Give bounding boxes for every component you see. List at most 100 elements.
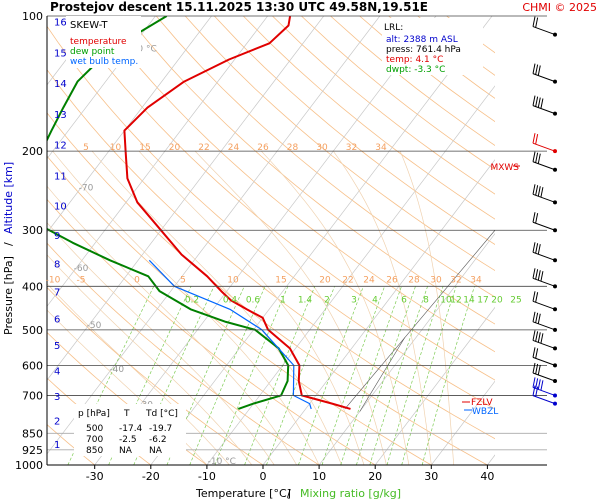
- wind-barb-point: [553, 228, 557, 232]
- mixing-ratio-label: 14: [463, 295, 475, 305]
- x-tick-label: 30: [424, 470, 438, 483]
- table-cell-pressure: 700: [86, 435, 103, 445]
- wind-barb-point: [553, 112, 557, 116]
- legend-temperature: temperature: [70, 37, 127, 47]
- altitude-tick-label: 12: [54, 141, 67, 152]
- table-cell-temperature: -2.5: [119, 435, 137, 445]
- y-axis-label-altitude: Altitude [km]: [2, 162, 15, 234]
- adiabat-label: 10: [110, 143, 122, 153]
- wbzl-label: WBZL: [472, 407, 498, 417]
- x-tick-label: -10: [198, 470, 216, 483]
- adiabat-label: 34: [470, 275, 482, 285]
- x-tick-label: 20: [368, 470, 382, 483]
- isotherm-label: -70: [79, 184, 94, 194]
- wind-barb-point: [553, 258, 557, 262]
- mixing-ratio-label: 0.4: [223, 295, 238, 305]
- mixing-ratio-label: 6: [401, 295, 407, 305]
- x-tick-label: 0: [260, 470, 267, 483]
- chart-title: Prostejov descent 15.11.2025 13:30 UTC 4…: [50, 0, 428, 14]
- lrl-altitude: alt: 2388 m ASL: [386, 35, 458, 45]
- x-tick-label: -20: [142, 470, 160, 483]
- wind-barb-point: [553, 346, 557, 350]
- adiabat-label: 10: [227, 275, 239, 285]
- altitude-tick-label: 6: [54, 315, 60, 326]
- adiabat-label: 15: [139, 143, 150, 153]
- y-axis-label-separator: /: [2, 242, 15, 246]
- y-tick-label: 600: [22, 359, 43, 372]
- wind-barb-point: [553, 200, 557, 204]
- y-tick-label: 925: [22, 444, 43, 457]
- mixing-ratio-label: 17: [477, 295, 488, 305]
- table-cell-temperature: -17.4: [119, 424, 143, 434]
- adiabat-label: 30: [316, 143, 328, 153]
- y-tick-label: 1000: [15, 459, 43, 472]
- wind-barb-point: [553, 33, 557, 37]
- adiabat-label: 32: [346, 143, 357, 153]
- y-tick-label: 100: [22, 10, 43, 23]
- adiabat-label: 15: [275, 275, 286, 285]
- altitude-tick-label: 11: [54, 171, 67, 182]
- mixing-ratio-label: 1: [280, 295, 286, 305]
- adiabat-label: 24: [363, 275, 375, 285]
- adiabat-label: 22: [198, 143, 209, 153]
- table-header-td: Td [°C]: [145, 409, 178, 419]
- altitude-tick-label: 9: [54, 231, 60, 242]
- adiabat-label: 5: [83, 143, 89, 153]
- adiabat-label: 28: [287, 143, 299, 153]
- wind-barb-point: [553, 328, 557, 332]
- mixing-ratio-label: 0.6: [246, 295, 261, 305]
- isotherm-label: -40: [109, 365, 124, 375]
- x-axis-label-mixing: Mixing ratio [g/kg]: [300, 487, 401, 500]
- adiabat-label: -5: [77, 275, 86, 285]
- mixing-ratio-label: 0.2: [185, 295, 199, 305]
- isotherm-label: -50: [87, 321, 102, 331]
- altitude-tick-label: 10: [54, 202, 67, 213]
- mxws-label: MXWS: [490, 163, 519, 173]
- lrl-pressure: press: 761.4 hPa: [386, 45, 461, 55]
- y-tick-label: 500: [22, 324, 43, 337]
- wind-barb-point: [553, 307, 557, 311]
- mixing-ratio-label: 4: [372, 295, 378, 305]
- legend-title: SKEW-T: [70, 20, 108, 31]
- mixing-ratio-label: 1.4: [298, 295, 313, 305]
- wind-barb-point: [553, 363, 557, 367]
- table-cell-pressure: 850: [86, 446, 103, 456]
- mixing-ratio-label: 8: [423, 295, 429, 305]
- altitude-tick-label: 1: [54, 440, 60, 451]
- adiabat-label: 20: [169, 143, 181, 153]
- adiabat-label: 0: [134, 275, 140, 285]
- mixing-ratio-label: 20: [491, 295, 503, 305]
- copyright: CHMI © 2025: [522, 1, 597, 14]
- adiabat-label: 28: [408, 275, 420, 285]
- table-cell-dewpoint: -19.7: [149, 424, 172, 434]
- y-tick-label: 400: [22, 280, 43, 293]
- x-tick-label: -30: [86, 470, 104, 483]
- adiabat-label: 20: [319, 275, 331, 285]
- y-tick-label: 700: [22, 389, 43, 402]
- adiabat-label: 34: [375, 143, 387, 153]
- altitude-tick-label: 5: [54, 341, 60, 352]
- adiabat-label: 5: [180, 275, 186, 285]
- table-header-p: p [hPa]: [78, 409, 110, 419]
- isotherm-label: -60: [74, 264, 89, 274]
- adiabat-label: 24: [228, 143, 240, 153]
- mixing-ratio-label: 3: [351, 295, 357, 305]
- mixing-ratio-label: 2: [324, 295, 330, 305]
- table-cell-pressure: 500: [86, 424, 103, 434]
- legend-wet-bulb: wet bulb temp.: [70, 57, 138, 67]
- adiabat-label: 26: [386, 275, 398, 285]
- wind-barb-point: [553, 284, 557, 288]
- altitude-tick-label: 15: [54, 48, 67, 59]
- adiabat-label: 22: [342, 275, 353, 285]
- adiabat-label: 32: [450, 275, 461, 285]
- y-tick-label: 850: [22, 427, 43, 440]
- table-cell-temperature: NA: [119, 446, 133, 456]
- altitude-tick-label: 8: [54, 260, 60, 271]
- legend-dew-point: dew point: [70, 47, 115, 57]
- altitude-tick-label: 13: [54, 110, 67, 121]
- adiabat-label: 30: [430, 275, 442, 285]
- y-tick-label: 200: [22, 145, 43, 158]
- y-axis-label-pressure: Pressure [hPa]: [2, 256, 15, 335]
- x-axis-label-temperature: Temperature [°C]: [195, 487, 291, 500]
- table-header-t: T: [123, 409, 130, 419]
